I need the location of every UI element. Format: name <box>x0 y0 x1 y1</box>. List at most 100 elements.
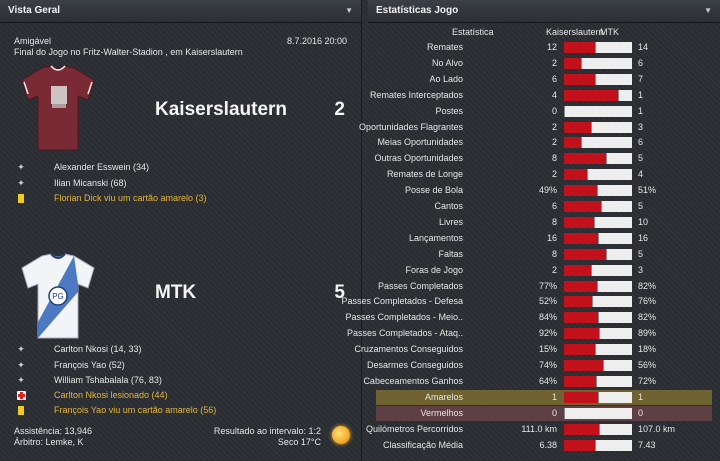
stat-home-value: 2 <box>551 57 557 68</box>
stat-bar-home-segment <box>564 264 591 276</box>
yellow-card-icon <box>14 403 28 417</box>
ball-icon: ✦ <box>17 344 25 354</box>
stat-away-value: 72% <box>638 375 657 386</box>
stat-label: Passes Completados <box>377 280 463 291</box>
stat-bar-away-segment <box>618 89 632 101</box>
stat-home-value: 15% <box>538 344 557 355</box>
stat-row: Outras Oportunidades 8 5 <box>374 151 712 166</box>
event-text[interactable]: Carlton Nkosi lesionado (44) <box>54 390 168 400</box>
ball-icon: ✦ <box>17 162 25 172</box>
stat-label: Lançamentos <box>408 232 463 243</box>
stat-bar-home-segment <box>564 57 581 69</box>
stat-bar-away-segment <box>606 153 632 165</box>
event-text[interactable]: François Yao (52) <box>54 360 125 370</box>
stat-away-value: 5 <box>638 201 644 211</box>
attendance: Assistência: 13,946 <box>14 426 93 436</box>
stat-bar-away-segment <box>594 216 632 228</box>
stat-label: Remates Interceptados <box>369 89 463 100</box>
ball-icon: ✦ <box>17 360 25 370</box>
stat-row: Ao Lado 6 7 <box>376 72 712 87</box>
stat-label: Faltas <box>438 248 463 259</box>
stat-away-value: 6 <box>638 137 644 148</box>
stat-label: Desarmes Conseguidos <box>366 360 463 370</box>
away-team-score: 5 <box>334 282 345 303</box>
stat-row: Quilómetros Percorridos 111.0 km 107.0 km <box>366 422 712 437</box>
stat-row: Cabeceamentos Ganhos 64% 72% <box>363 374 712 389</box>
stats-header-statistic: Estatística <box>452 27 494 37</box>
stat-home-value: 6 <box>551 73 557 84</box>
overview-panel-title: Vista Geral <box>8 5 61 16</box>
away-event-yellow-card: François Yao viu um cartão amarelo (56) <box>14 403 216 417</box>
stat-bar-away-segment <box>598 312 632 324</box>
stat-bar-home-segment <box>564 153 606 165</box>
stat-home-value: 8 <box>551 216 557 227</box>
event-text[interactable]: Carlton Nkosi (14, 33) <box>54 344 142 354</box>
overview-panel-header[interactable]: Vista Geral ▼ <box>0 0 361 23</box>
stat-bar-home-segment <box>564 344 595 356</box>
away-shirt-icon: PG <box>21 253 95 339</box>
stat-row: Passes Completados 77% 82% <box>376 279 712 294</box>
panel-menu-caret-icon[interactable]: ▼ <box>704 6 712 15</box>
svg-text:PG: PG <box>52 292 64 301</box>
stat-row: Passes Completados - Ataq.. 92% 89% <box>347 326 712 341</box>
stat-bar-home-segment <box>564 360 603 371</box>
stat-home-value: 2 <box>551 169 557 180</box>
stat-home-value: 92% <box>538 328 557 339</box>
stat-bar-away-segment <box>603 360 632 371</box>
stat-away-value: 76% <box>638 296 657 307</box>
stat-bar-away-segment <box>592 296 632 308</box>
stat-away-value: 14 <box>638 42 649 52</box>
event-text[interactable]: William Tshabalala (76, 83) <box>54 375 162 385</box>
stat-bar-away-segment <box>599 423 632 435</box>
home-team-name[interactable]: Kaiserslautern <box>155 99 288 120</box>
stat-home-value: 8 <box>551 248 557 259</box>
stat-comparison-bar <box>564 407 632 419</box>
stat-home-value: 6 <box>551 201 557 211</box>
stat-bar-away-segment <box>595 73 632 85</box>
stat-label: Oportunidades Flagrantes <box>358 121 463 132</box>
stat-comparison-bar <box>564 248 632 260</box>
referee[interactable]: Árbitro: Lemke, K <box>14 437 84 447</box>
stat-home-value: 111.0 km <box>521 423 557 434</box>
match-date: 8.7.2016 20:00 <box>286 36 347 46</box>
stat-comparison-bar <box>564 360 632 371</box>
event-text[interactable]: François Yao viu um cartão amarelo (56) <box>54 405 217 415</box>
stat-away-value: 7.43 <box>638 439 656 450</box>
ball-icon: ✦ <box>17 375 25 385</box>
stat-row: Postes 0 1 <box>376 104 712 119</box>
stat-row: Posse de Bola 49% 51% <box>376 183 712 198</box>
home-shirt-icon <box>21 65 95 151</box>
stat-comparison-bar <box>564 73 632 85</box>
stat-home-value: 2 <box>551 264 557 275</box>
event-text[interactable]: Alexander Esswein (34) <box>54 162 150 172</box>
stat-label: Livres <box>438 216 463 227</box>
stat-bar-home-segment <box>564 73 595 85</box>
match-stats-panel-header[interactable]: Estatísticas Jogo ▼ <box>368 0 720 23</box>
stat-row: Remates 12 14 <box>376 40 712 55</box>
stat-away-value: 5 <box>638 248 644 259</box>
stat-bar-away-segment <box>599 328 632 340</box>
stat-home-value: 52% <box>538 296 557 307</box>
event-text[interactable]: Florian Dick viu um cartão amarelo (3) <box>54 193 207 203</box>
stat-bar-home-segment <box>564 121 591 133</box>
stat-bar-home-segment <box>564 375 596 387</box>
panel-menu-caret-icon[interactable]: ▼ <box>345 6 353 15</box>
event-text[interactable]: Ilian Micanski (68) <box>54 178 127 188</box>
home-team-score: 2 <box>334 99 345 120</box>
stats-header-away: MTK <box>600 27 619 37</box>
stat-row: No Alvo 2 6 <box>376 56 712 71</box>
stat-comparison-bar <box>564 216 632 228</box>
away-event-injury: Carlton Nkosi lesionado (44) <box>14 388 168 402</box>
away-team-name[interactable]: MTK <box>155 282 197 303</box>
overview-panel: Vista Geral ▼ Amigável 8.7.2016 20:00 Fi… <box>0 0 362 461</box>
stat-comparison-bar <box>564 232 632 244</box>
away-event-goal: ✦ Carlton Nkosi (14, 33) <box>14 342 142 356</box>
sun-weather-icon <box>332 426 350 444</box>
stat-away-value: 3 <box>638 121 644 132</box>
stat-bar-home-segment <box>564 423 599 435</box>
stat-away-value: 1 <box>638 391 644 402</box>
stat-bar-away-segment <box>587 169 632 181</box>
stat-comparison-bar <box>564 169 632 181</box>
stat-bar-away-segment <box>564 105 632 117</box>
stat-home-value: 84% <box>538 312 557 323</box>
